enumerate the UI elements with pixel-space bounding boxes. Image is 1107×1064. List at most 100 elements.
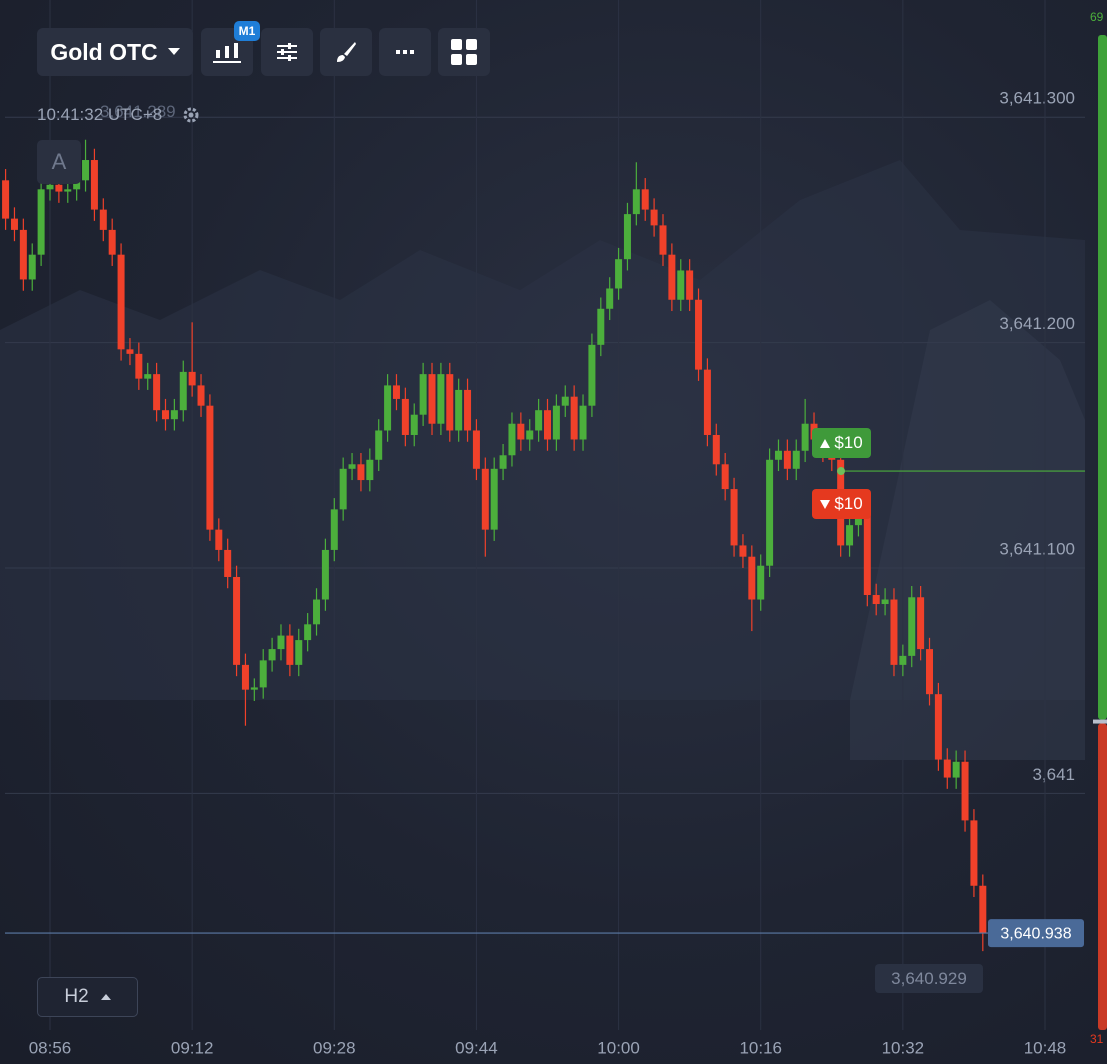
indicators-button[interactable] [261,28,313,76]
candle-body [55,184,63,192]
more-button[interactable] [379,28,431,76]
candle-body [259,660,267,688]
auto-scale-button[interactable]: A [37,140,81,184]
y-tick-label: 3,641 [1032,765,1075,784]
candle-body [792,450,800,469]
candle-body [881,599,889,605]
candle-body [712,434,720,465]
candle-body [206,405,214,530]
candle-body [455,389,463,431]
candle-body [917,597,925,650]
candle-body [588,344,596,406]
x-tick-label: 08:56 [29,1038,72,1057]
candle-body [544,410,551,440]
sell-button[interactable]: $10 [812,489,871,519]
candle-body [890,599,898,665]
backdrop [0,160,1085,700]
candle-body [623,214,631,260]
brush-icon [337,42,356,62]
candle-body [970,820,978,886]
candle-body [153,374,161,411]
x-tick-label: 09:44 [455,1038,498,1057]
candle-body [428,374,436,424]
y-tick-label: 3,641.300 [999,89,1075,108]
asset-name: Gold OTC [50,38,158,65]
candle-body [979,885,987,934]
candle-body [846,525,854,546]
candle-body [19,229,27,280]
candle-body [401,398,409,435]
sentiment-handle [1093,719,1107,724]
grid-icon [451,39,477,65]
candle-body [872,595,880,605]
x-tick-label: 10:00 [597,1038,640,1057]
candle-body [641,189,649,210]
asset-selector[interactable]: Gold OTC [37,28,193,76]
candle-body [99,209,107,230]
candle-body [64,189,72,192]
y-tick-label: 3,641.200 [999,314,1075,333]
candle-body [410,414,418,435]
candle-body [472,430,480,469]
candle-body [961,761,969,821]
candle-body [295,640,303,665]
candle-body [659,225,667,255]
candle-body [774,450,782,460]
candle-body [499,455,507,469]
up-arrow [820,438,831,448]
candle-body [250,687,258,690]
candle-body [561,396,569,406]
clock: 10:41:32 UTC+8 [37,105,163,124]
candle-body [606,288,614,309]
candle-body [241,664,249,690]
timeframe-badge: M1 [234,21,260,41]
candle-body [570,396,578,440]
candle-body [943,759,951,778]
candle-body [437,374,445,424]
candle-body [526,430,534,440]
sentiment-down-label: 31 [1090,1032,1104,1046]
chart-timeframe-button[interactable]: H2 [37,977,138,1017]
caret-icon [100,994,111,1000]
candle-icon [213,43,241,63]
current-price-label: 3,640.938 [1000,925,1071,942]
candle-body [73,180,81,190]
x-tick-label: 10:48 [1024,1038,1067,1057]
candle-body [215,529,223,550]
candle-body [579,405,587,440]
candle-body [783,450,791,469]
layout-button[interactable] [438,28,490,76]
strike-point [837,467,845,476]
x-tick-label: 09:28 [313,1038,356,1057]
sell-amount: $10 [834,494,863,513]
candle-body [46,184,54,190]
candle-body [863,504,871,596]
candle-body [535,410,543,431]
sentiment-down [1098,723,1107,1030]
candle-body [739,545,747,557]
candle-body [366,459,374,481]
candle-body [419,374,427,415]
candle-body [490,468,498,530]
candle-body [313,599,321,625]
candle-body [375,430,383,460]
candle-body [82,160,90,181]
sliders-icon [277,43,297,61]
candle-body [632,189,640,215]
current-price-box [988,919,1084,948]
candle-body [703,369,711,435]
candle-body [233,576,241,665]
candle-body [517,423,525,440]
drawing-button[interactable] [320,28,372,76]
candle-body [686,270,694,300]
candle-body [10,218,18,230]
settings-icon[interactable] [183,107,199,123]
candle-body [37,189,45,255]
candle-body [481,468,489,530]
candle-body [748,556,756,600]
candle-body [392,385,400,399]
buy-amount: $10 [834,433,863,452]
buy-button[interactable]: $10 [812,428,871,458]
candle-body [135,353,143,379]
